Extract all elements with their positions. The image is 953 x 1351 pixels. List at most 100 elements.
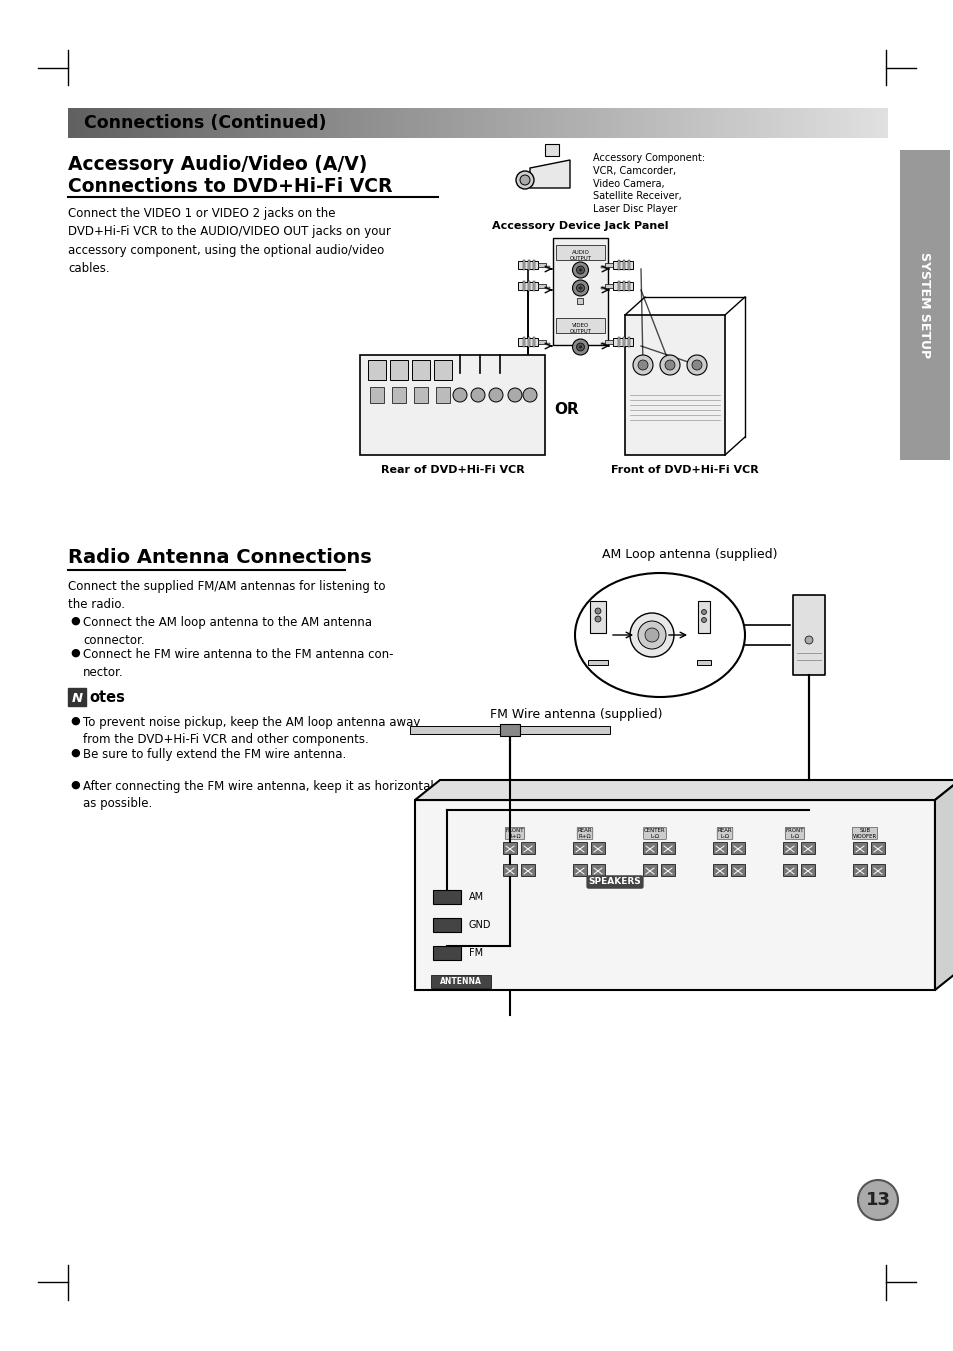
Bar: [68, 688, 86, 707]
Polygon shape: [934, 780, 953, 990]
Bar: [368, 359, 386, 380]
Circle shape: [471, 388, 484, 403]
Text: ●: ●: [70, 748, 80, 758]
Text: Accessory Device Jack Panel: Accessory Device Jack Panel: [491, 222, 667, 231]
Bar: [730, 865, 744, 875]
Bar: [527, 259, 530, 270]
Text: ●: ●: [70, 716, 80, 725]
Polygon shape: [415, 780, 953, 800]
Circle shape: [857, 1179, 897, 1220]
Bar: [589, 601, 605, 634]
Text: Connections (Continued): Connections (Continued): [84, 113, 326, 132]
Bar: [622, 336, 624, 347]
Text: GND: GND: [469, 920, 491, 929]
Bar: [527, 281, 530, 290]
Bar: [520, 842, 535, 854]
Text: Be sure to fully extend the FM wire antenna.: Be sure to fully extend the FM wire ante…: [83, 748, 346, 761]
Bar: [660, 842, 675, 854]
Text: Accessory Audio/Video (A/V): Accessory Audio/Video (A/V): [68, 155, 367, 174]
Text: otes: otes: [89, 690, 125, 705]
Bar: [434, 359, 452, 380]
Circle shape: [522, 388, 537, 403]
Text: CENTER
L-Ω: CENTER L-Ω: [643, 828, 665, 839]
Bar: [517, 282, 537, 290]
Text: Connect the AM loop antenna to the AM antenna
connector.: Connect the AM loop antenna to the AM an…: [83, 616, 372, 647]
Text: 13: 13: [864, 1192, 889, 1209]
Text: Rear of DVD+Hi-Fi VCR: Rear of DVD+Hi-Fi VCR: [380, 465, 524, 476]
Bar: [697, 661, 710, 665]
Bar: [613, 261, 633, 269]
Circle shape: [519, 176, 530, 185]
Bar: [499, 724, 519, 736]
Bar: [801, 865, 814, 875]
Bar: [627, 281, 629, 290]
Bar: [556, 245, 604, 259]
Circle shape: [804, 636, 812, 644]
Bar: [624, 315, 724, 455]
Bar: [792, 594, 824, 676]
Bar: [627, 259, 629, 270]
Text: SPEAKERS: SPEAKERS: [588, 878, 640, 886]
Bar: [782, 842, 796, 854]
Circle shape: [644, 628, 659, 642]
Text: ANTENNA: ANTENNA: [439, 978, 481, 986]
Circle shape: [489, 388, 502, 403]
Text: AM Loop antenna (supplied): AM Loop antenna (supplied): [601, 549, 777, 561]
Circle shape: [659, 355, 679, 376]
Bar: [527, 336, 530, 347]
Circle shape: [578, 269, 581, 272]
Bar: [545, 266, 550, 267]
Bar: [627, 336, 629, 347]
Bar: [436, 386, 450, 403]
Bar: [537, 263, 545, 267]
Bar: [433, 946, 460, 961]
Text: REAR
R+Ω: REAR R+Ω: [578, 828, 592, 839]
Circle shape: [576, 284, 584, 292]
Bar: [522, 336, 524, 347]
Bar: [660, 865, 675, 875]
Text: Front of DVD+Hi-Fi VCR: Front of DVD+Hi-Fi VCR: [611, 465, 758, 476]
Text: REAR
L-Ω: REAR L-Ω: [717, 828, 732, 839]
Bar: [852, 865, 866, 875]
Bar: [545, 343, 550, 345]
Bar: [613, 338, 633, 346]
Bar: [801, 842, 814, 854]
Bar: [537, 284, 545, 288]
Circle shape: [700, 617, 706, 623]
Bar: [522, 259, 524, 270]
Bar: [604, 340, 613, 345]
Text: To prevent noise pickup, keep the AM loop antenna away
from the DVD+Hi-Fi VCR an: To prevent noise pickup, keep the AM loo…: [83, 716, 420, 746]
Circle shape: [595, 608, 600, 613]
Text: FM Wire antenna (supplied): FM Wire antenna (supplied): [490, 708, 661, 721]
Bar: [370, 386, 384, 403]
Circle shape: [572, 262, 588, 278]
Circle shape: [664, 359, 675, 370]
Bar: [573, 842, 586, 854]
Bar: [412, 359, 430, 380]
Bar: [520, 865, 535, 875]
Bar: [622, 281, 624, 290]
Bar: [618, 336, 619, 347]
Bar: [533, 336, 535, 347]
Bar: [544, 145, 558, 155]
Text: Accessory Component:
VCR, Camcorder,
Video Camera,
Satellite Receiver,
Laser Dis: Accessory Component: VCR, Camcorder, Vid…: [593, 153, 704, 215]
Text: After connecting the FM wire antenna, keep it as horizontal
as possible.: After connecting the FM wire antenna, ke…: [83, 780, 434, 811]
Bar: [410, 725, 499, 734]
Bar: [359, 355, 544, 455]
Bar: [613, 282, 633, 290]
Text: N: N: [71, 692, 83, 704]
Circle shape: [516, 172, 534, 189]
Bar: [590, 865, 604, 875]
Bar: [600, 286, 604, 289]
Polygon shape: [530, 159, 569, 188]
Circle shape: [572, 280, 588, 296]
Bar: [622, 259, 624, 270]
Bar: [533, 259, 535, 270]
Circle shape: [638, 621, 665, 648]
Bar: [537, 340, 545, 345]
Circle shape: [633, 355, 652, 376]
Text: ●: ●: [70, 648, 80, 658]
Bar: [587, 661, 607, 665]
Bar: [502, 842, 517, 854]
Text: Connections to DVD+Hi-Fi VCR: Connections to DVD+Hi-Fi VCR: [68, 177, 392, 196]
